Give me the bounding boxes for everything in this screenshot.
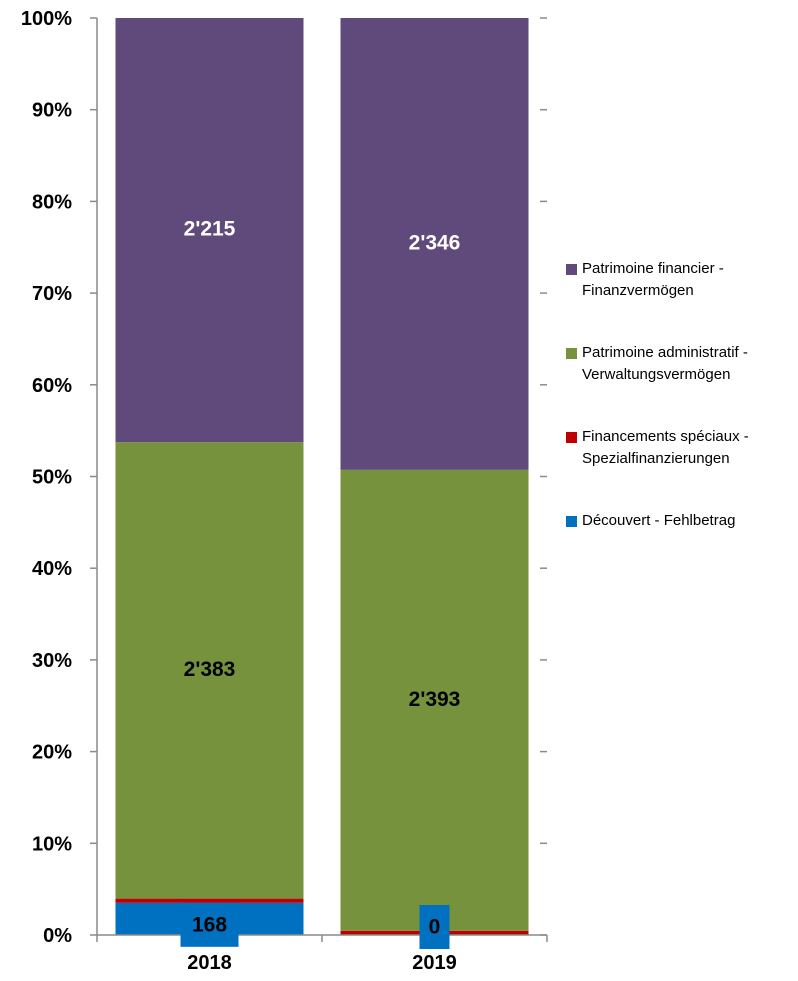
- y-tick-label: 70%: [32, 283, 72, 305]
- legend-label: Patrimoine administratif - Verwaltungsve…: [582, 344, 748, 383]
- data-label: 2'346: [409, 231, 461, 254]
- legend-item-patrimoine-financier: Patrimoine financier - Finanzvermögen: [566, 258, 798, 302]
- legend-swatch-icon: [566, 348, 577, 359]
- y-tick-label: 0%: [43, 925, 72, 947]
- legend-item-patrimoine-administratif: Patrimoine administratif - Verwaltungsve…: [566, 342, 798, 386]
- bar-segment: [115, 18, 304, 443]
- y-tick-label: 20%: [32, 742, 72, 764]
- legend-label: Financements spéciaux - Spezialfinanzier…: [582, 428, 749, 467]
- y-tick-label: 90%: [32, 100, 72, 122]
- legend-label: Patrimoine financier - Finanzvermögen: [582, 260, 724, 299]
- data-label: 2'383: [184, 658, 236, 681]
- legend-item-financements-speciaux: Financements spéciaux - Spezialfinanzier…: [566, 426, 798, 470]
- axes-group: 2018 2019 0% 10% 20% 30% 40% 50% 60% 70% 80% 90% 100…: [21, 8, 548, 974]
- data-label: 0: [429, 916, 441, 939]
- data-label-box: [180, 902, 239, 947]
- data-label: 2'215: [184, 218, 236, 241]
- y-tick-label: 10%: [32, 833, 72, 855]
- bars-group: [115, 18, 529, 935]
- bar-segment: [115, 442, 304, 899]
- legend-item-decouvert: Découvert - Fehlbetrag: [566, 510, 798, 532]
- y-tick-label: 60%: [32, 375, 72, 397]
- data-label-box: [419, 905, 450, 949]
- legend-swatch-icon: [566, 264, 577, 275]
- y-tick-label: 30%: [32, 650, 72, 672]
- x-tick-label: 2018: [187, 952, 232, 974]
- legend-swatch-icon: [566, 516, 577, 527]
- bar-segment: [340, 469, 529, 931]
- legend-label: Découvert - Fehlbetrag: [582, 512, 736, 529]
- data-label: 168: [192, 913, 227, 936]
- legend-swatch-icon: [566, 432, 577, 443]
- bar-segment: [340, 18, 529, 470]
- data-labels-group: 168 2'383 2'215 0 2'393 2'346: [180, 218, 461, 949]
- legend: Patrimoine financier - Finanzvermögen Pa…: [566, 258, 798, 572]
- data-label: 2'393: [409, 688, 461, 711]
- bar-segment: [115, 898, 304, 903]
- x-tick-label: 2019: [412, 952, 457, 974]
- y-tick-label: 40%: [32, 558, 72, 580]
- y-tick-label: 80%: [32, 191, 72, 213]
- y-tick-label: 100%: [21, 8, 72, 30]
- y-tick-label: 50%: [32, 467, 72, 489]
